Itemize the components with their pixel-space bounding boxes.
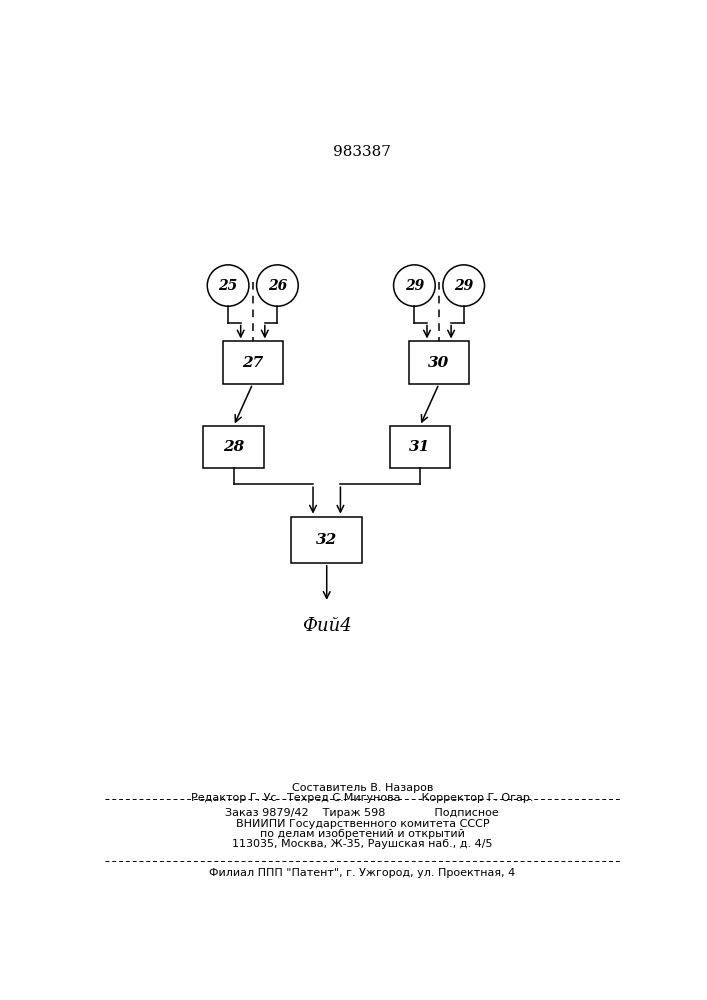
Bar [390,426,450,468]
Text: 32: 32 [316,533,337,547]
Text: 30: 30 [428,356,450,370]
Text: 31: 31 [409,440,431,454]
Text: Редактор Г. Ус   Техред С.Мигунова      Корректор Г. Огар.: Редактор Г. Ус Техред С.Мигунова Коррект… [191,793,534,803]
Text: 28: 28 [223,440,244,454]
Bar [223,341,283,384]
Text: Фий4: Фий4 [302,617,351,635]
Text: 29: 29 [454,279,473,293]
Text: ВНИИПИ Государственного комитета СССР: ВНИИПИ Государственного комитета СССР [235,819,489,829]
Text: 25: 25 [218,279,238,293]
Bar [204,426,264,468]
Text: 27: 27 [242,356,264,370]
Text: 983387: 983387 [334,145,391,159]
Text: Заказ 9879/42    Тираж 598              Подписное: Заказ 9879/42 Тираж 598 Подписное [226,808,499,818]
Text: 29: 29 [405,279,424,293]
Bar [409,341,469,384]
Text: Составитель В. Назаров: Составитель В. Назаров [292,783,433,793]
Bar [291,517,363,563]
Text: Филиал ППП "Патент", г. Ужгород, ул. Проектная, 4: Филиал ППП "Патент", г. Ужгород, ул. Про… [209,868,515,878]
Text: по делам изобретений и открытий: по делам изобретений и открытий [260,829,464,839]
Text: 26: 26 [268,279,287,293]
Text: 113035, Москва, Ж-35, Раушская наб., д. 4/5: 113035, Москва, Ж-35, Раушская наб., д. … [232,839,493,849]
